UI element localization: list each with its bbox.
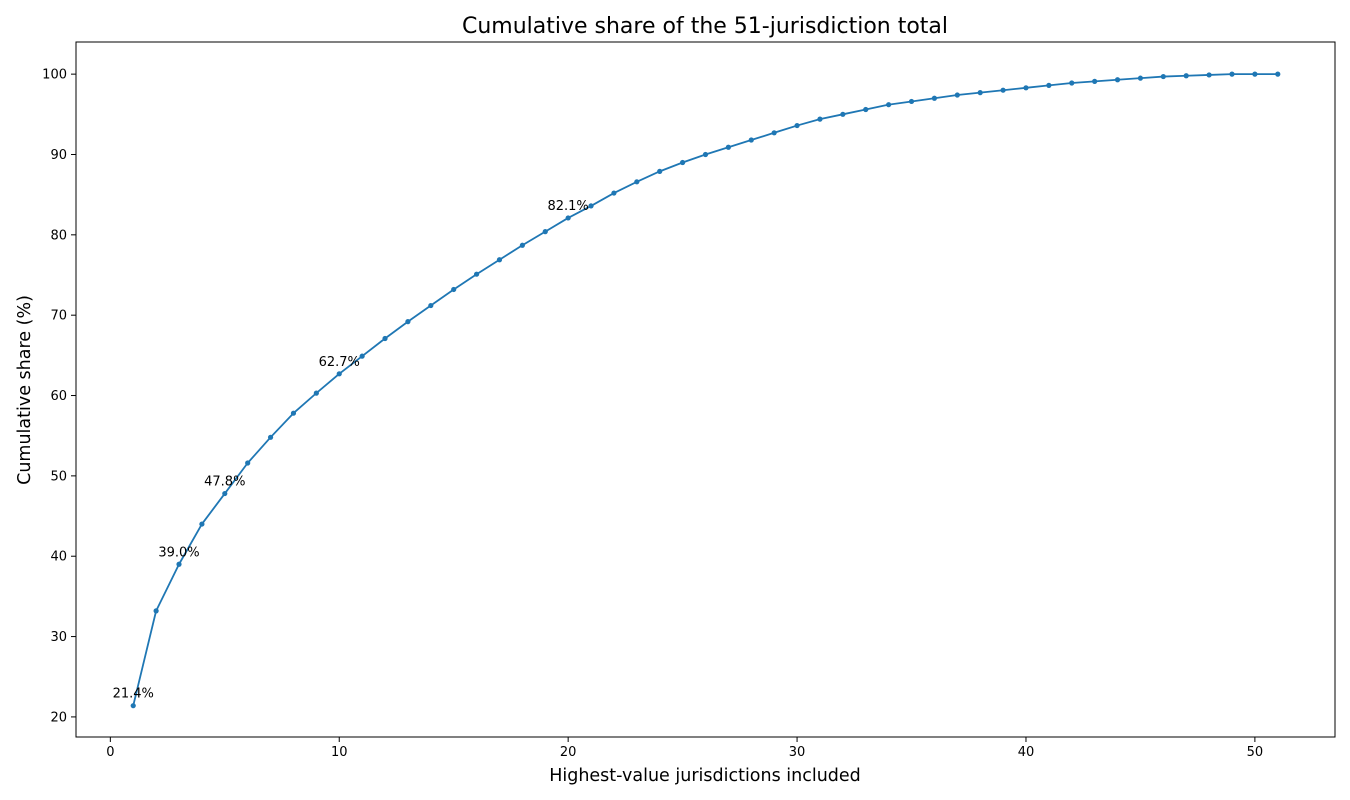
x-tick-label: 50 — [1247, 745, 1264, 760]
data-point — [267, 434, 274, 440]
data-label: 39.0% — [158, 545, 199, 560]
data-point — [176, 561, 182, 567]
y-tick-label: 40 — [50, 550, 67, 565]
data-point — [1206, 72, 1212, 78]
x-tick-label: 20 — [560, 745, 577, 760]
data-point — [451, 286, 457, 293]
data-point — [657, 168, 663, 174]
x-tick-label: 30 — [789, 745, 806, 760]
data-point — [1114, 77, 1121, 83]
data-point — [382, 335, 388, 342]
data-label: 21.4% — [113, 687, 154, 702]
x-tick-label: 10 — [331, 745, 348, 760]
data-point — [725, 144, 731, 150]
data-point — [1000, 87, 1006, 93]
data-point — [1137, 75, 1144, 81]
data-point — [977, 90, 983, 96]
chart-title: Cumulative share of the 51-jurisdiction … — [462, 14, 948, 39]
data-point — [1023, 85, 1029, 91]
plot-frame — [75, 41, 1336, 738]
data-point — [199, 521, 205, 527]
data-point — [428, 302, 434, 309]
data-point — [680, 159, 686, 166]
data-point — [1183, 73, 1189, 79]
data-point — [863, 106, 869, 113]
y-tick-label: 90 — [50, 148, 67, 163]
data-label: 82.1% — [547, 199, 588, 214]
y-tick-label: 60 — [50, 389, 67, 404]
data-point — [496, 257, 503, 263]
data-point — [359, 353, 365, 359]
data-point — [1069, 80, 1075, 86]
data-point — [473, 271, 480, 277]
data-point — [931, 95, 938, 101]
data-point — [748, 137, 754, 143]
data-point — [634, 179, 640, 185]
data-point — [886, 102, 892, 108]
data-label: 47.8% — [204, 475, 245, 490]
data-point — [817, 116, 823, 122]
data-point — [565, 215, 571, 221]
y-tick-label: 50 — [50, 469, 67, 484]
data-point — [222, 490, 228, 497]
y-tick-label: 30 — [50, 630, 67, 645]
data-point — [794, 122, 800, 129]
data-point — [1092, 78, 1098, 84]
data-point — [336, 371, 342, 377]
data-point — [1229, 71, 1235, 77]
data-label: 62.7% — [319, 355, 360, 370]
data-point — [519, 242, 525, 248]
data-point — [1275, 71, 1281, 77]
y-tick-label: 20 — [50, 710, 67, 725]
series-line — [132, 73, 1278, 706]
y-tick-label: 80 — [50, 228, 67, 243]
data-point — [153, 608, 159, 614]
data-point — [290, 410, 297, 416]
data-point — [1252, 71, 1258, 77]
data-point — [611, 190, 617, 196]
data-point — [130, 703, 136, 709]
data-point — [1160, 73, 1166, 80]
data-point — [954, 92, 960, 98]
y-axis-label: Cumulative share (%) — [15, 295, 35, 485]
data-point — [840, 111, 846, 117]
data-point — [245, 460, 251, 466]
data-point — [542, 229, 548, 235]
data-point — [405, 319, 411, 325]
data-point — [908, 98, 915, 105]
data-point — [588, 203, 594, 209]
y-tick-label: 100 — [42, 68, 67, 83]
x-axis-label: Highest-value jurisdictions included — [549, 766, 861, 786]
plot-area: 0 10 20 30 40 50 20 30 40 50 60 70 80 90 100 21.4% 39.0%… — [42, 68, 1281, 760]
data-point — [1046, 82, 1052, 88]
data-point — [313, 390, 319, 396]
data-point — [702, 151, 709, 158]
x-tick-label: 0 — [106, 745, 114, 760]
data-point — [771, 130, 777, 136]
x-tick-label: 40 — [1018, 745, 1035, 760]
y-tick-label: 70 — [50, 309, 67, 324]
